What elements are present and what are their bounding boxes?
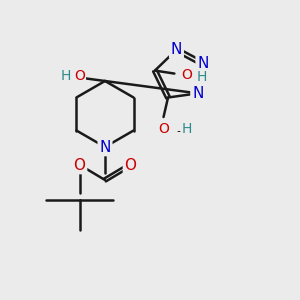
Text: N: N [171, 42, 182, 57]
Text: O: O [158, 122, 169, 136]
Text: H: H [61, 70, 71, 83]
Text: O: O [74, 158, 86, 172]
Text: O: O [181, 68, 192, 82]
Text: H: H [182, 122, 192, 136]
Text: N: N [99, 140, 111, 154]
Text: H: H [196, 70, 207, 85]
Text: -: - [176, 125, 181, 138]
Text: O: O [74, 70, 85, 83]
Text: O: O [124, 158, 136, 172]
Text: N: N [192, 86, 203, 101]
Text: N: N [197, 56, 208, 71]
